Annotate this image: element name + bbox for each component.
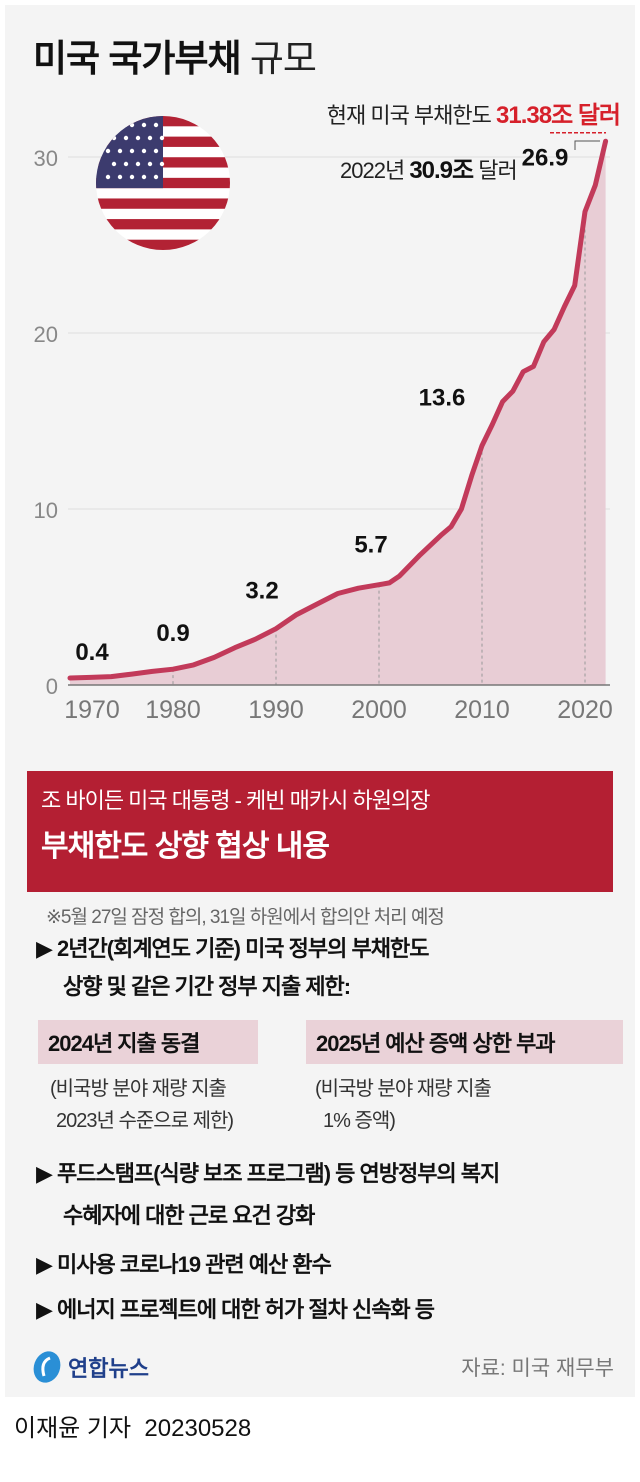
sub-1-line-2: 2023년 수준으로 제한) xyxy=(56,1110,234,1132)
bullet-1-line-2: 상향 및 같은 기간 정부 지출 제한: xyxy=(63,974,351,999)
bullet-2-line-2: 수혜자에 대한 근로 요건 강화 xyxy=(63,1203,315,1228)
x-tick-label: 1980 xyxy=(145,696,201,724)
x-tick-label: 2020 xyxy=(557,696,613,724)
tag-spending-freeze: 2024년 지출 동결 xyxy=(38,1020,258,1064)
annotation-bracket xyxy=(574,140,600,150)
title-bold: 미국 국가부채 xyxy=(33,38,242,79)
yonhap-logo-icon xyxy=(33,1351,61,1383)
byline: 이재윤 기자 20230528 xyxy=(14,1408,251,1443)
bullet-1-line-1: ▶ 2년간(회계연도 기준) 미국 정부의 부채한도 xyxy=(36,936,429,961)
bullet-4: ▶ 에너지 프로젝트에 대한 허가 절차 신속화 등 xyxy=(36,1297,435,1322)
negotiation-banner: 조 바이든 미국 대통령 - 케빈 매카시 하원의장 부채한도 상향 협상 내용 xyxy=(27,771,613,892)
data-label: 26.9 xyxy=(522,145,569,172)
y2022-value: 30.9조 xyxy=(409,157,474,184)
note: ※5월 27일 잠정 합의, 31일 하원에서 합의안 처리 예정 xyxy=(46,907,445,928)
y-tick-label: 20 xyxy=(34,322,58,347)
y2022-suffix: 달러 xyxy=(478,158,517,183)
source: 자료: 미국 재무부 xyxy=(461,1357,614,1380)
data-label: 0.4 xyxy=(75,639,109,666)
y2022-prefix: 2022년 xyxy=(340,158,405,183)
area-fill xyxy=(70,141,606,685)
debt-chart: 0 10 20 30 1970 1980 1990 2000 2010 2020 0.4 0.9 3.… xyxy=(34,116,613,724)
panel-background xyxy=(5,5,635,1397)
x-tick-label: 2000 xyxy=(351,696,407,724)
tag-budget-cap: 2025년 예산 증액 상한 부과 xyxy=(306,1020,623,1064)
x-tick-label: 1990 xyxy=(248,696,304,724)
bullet-3: ▶ 미사용 코로나19 관련 예산 환수 xyxy=(36,1252,332,1277)
logo-text: 연합뉴스 xyxy=(68,1356,149,1381)
sub-2-line-1: (비국방 분야 재량 지출 xyxy=(315,1078,492,1100)
title-light: 규모 xyxy=(249,38,317,79)
limit-prefix: 현재 미국 부채한도 xyxy=(326,103,492,128)
page-title: 미국 국가부채 규모 xyxy=(33,28,317,82)
author: 이재윤 기자 xyxy=(14,1415,132,1442)
x-tick-label: 2010 xyxy=(454,696,510,724)
yonhap-logo: 연합뉴스 xyxy=(30,1350,149,1384)
debt-line xyxy=(67,138,609,681)
banner-title: 부채한도 상향 협상 내용 xyxy=(41,830,330,863)
date: 20230528 xyxy=(144,1415,252,1442)
debt-2022-annotation: 2022년 30.9조 달러 xyxy=(340,150,518,185)
data-label: 13.6 xyxy=(419,385,466,412)
data-label: 3.2 xyxy=(245,578,278,605)
x-tick-label: 1970 xyxy=(64,696,120,724)
y-tick-label: 10 xyxy=(34,498,58,523)
sub-1-line-1: (비국방 분야 재량 지출 xyxy=(50,1078,227,1100)
data-label: 5.7 xyxy=(354,532,387,559)
debt-limit-annotation: 현재 미국 부채한도 31.38조 달러 xyxy=(326,95,621,130)
data-label: 0.9 xyxy=(156,620,189,647)
us-flag-icon xyxy=(96,116,230,250)
sub-2-line-2: 1% 증액) xyxy=(323,1110,396,1132)
limit-value: 31.38조 달러 xyxy=(496,102,621,129)
y-tick-label: 0 xyxy=(46,674,58,699)
bullet-2-line-1: ▶ 푸드스탬프(식량 보조 프로그램) 등 연방정부의 복지 xyxy=(36,1161,500,1186)
banner-subtitle: 조 바이든 미국 대통령 - 케빈 매카시 하원의장 xyxy=(41,788,430,813)
y-tick-label: 30 xyxy=(34,146,58,171)
